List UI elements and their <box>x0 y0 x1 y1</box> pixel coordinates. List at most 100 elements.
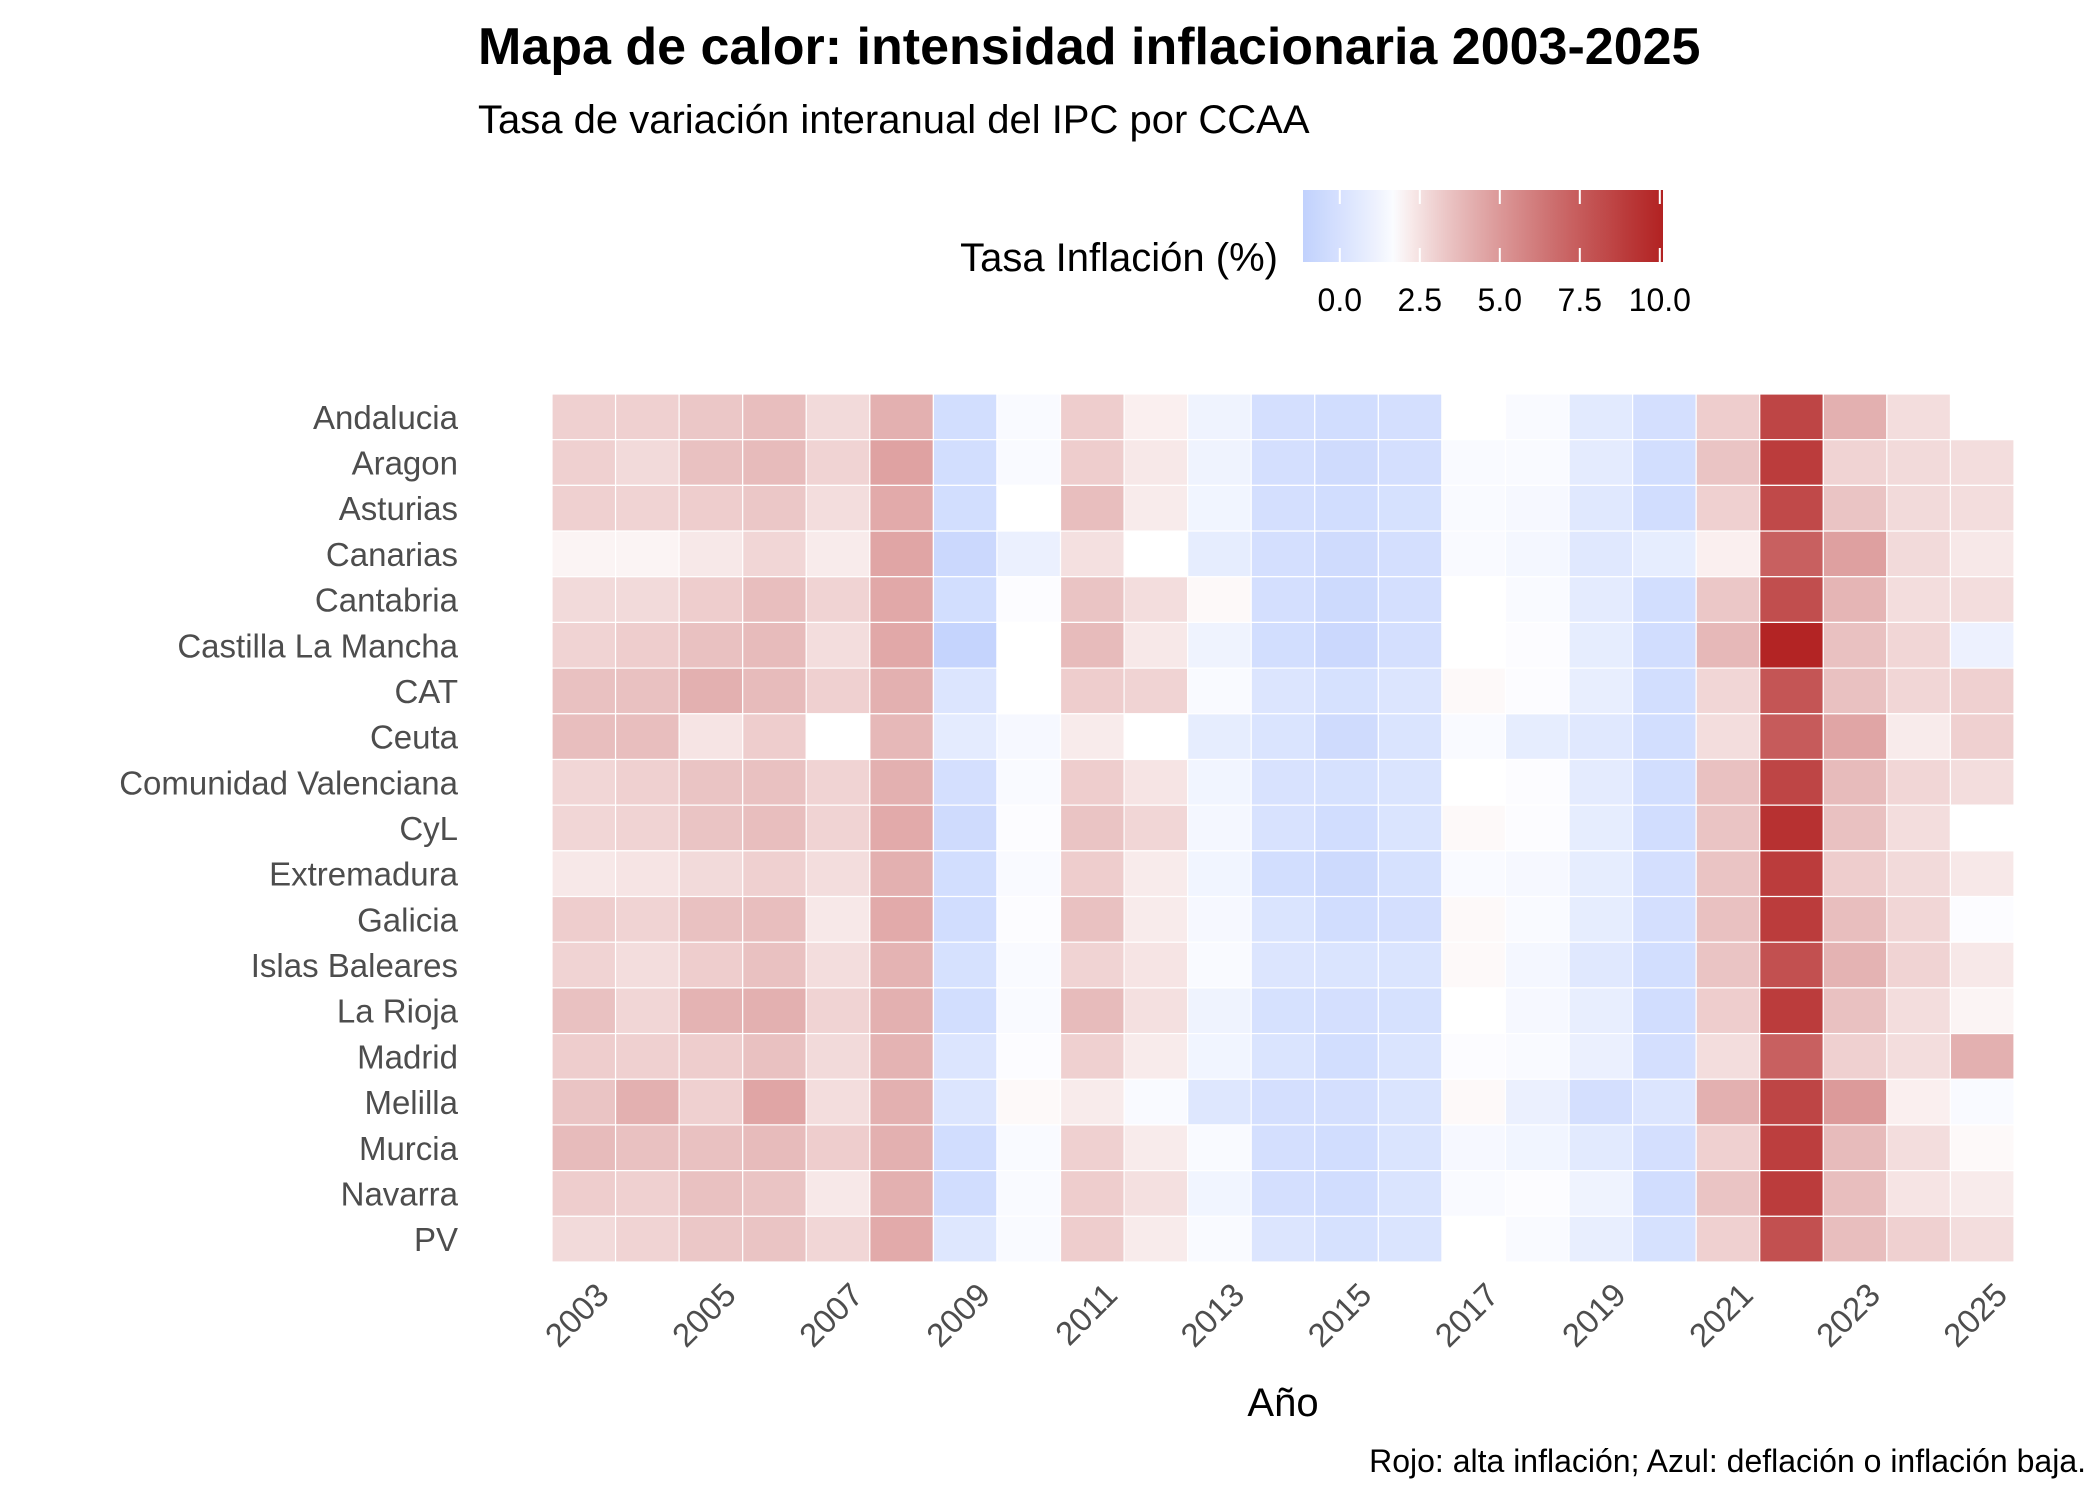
heatmap-tile: PV 2011: 3.1 <box>1059 1215 1125 1263</box>
y-tick-label: Ceuta <box>370 719 459 756</box>
heatmap-tile: Castilla La Mancha 2020: -0.3 <box>1632 621 1697 669</box>
heatmap-tile: Galicia 2008: 4.3 <box>869 895 934 943</box>
heatmap-tile: Aragon 2022: 8.9 <box>1759 439 1824 486</box>
heatmap-tile: Comunidad Valenciana 2020: -0.2 <box>1632 758 1697 806</box>
heatmap-tile: Andalucia 2018: 1.6 <box>1504 393 1570 441</box>
heatmap-tile: Canarias 2011: 2.5 <box>1059 530 1125 578</box>
y-tick-label: Galicia <box>357 901 459 938</box>
heatmap-tile: Cantabria 2011: 3.4 <box>1059 576 1125 624</box>
heatmap-tile: Cantabria 2012: 2.6 <box>1123 576 1189 624</box>
x-tick-label: 2009 <box>919 1276 997 1354</box>
heatmap-tile: Canarias 2023: 4.7 <box>1822 530 1888 578</box>
heatmap-tile: Melilla 2023: 4.9 <box>1822 1078 1888 1126</box>
heatmap-tile: Murcia 2021: 3 <box>1695 1124 1761 1172</box>
heatmap-tile: La Rioja 2024: 2.6 <box>1886 987 1952 1035</box>
heatmap-tile: Melilla 2024: 2.1 <box>1886 1078 1952 1126</box>
heatmap-tile: Canarias 2022: 7.3 <box>1759 530 1824 578</box>
heatmap-tile: CAT 2015: 0 <box>1314 667 1379 715</box>
heatmap-tile: Murcia 2023: 3.7 <box>1822 1124 1888 1172</box>
heatmap-tile: Asturias 2016: 0 <box>1377 484 1443 532</box>
heatmap-tile: Murcia 2010: 1.6 <box>996 1124 1062 1172</box>
heatmap-tile: Murcia 2017: 1.5 <box>1441 1124 1507 1172</box>
heatmap-tile: Murcia 2003: 3.7 <box>551 1124 617 1172</box>
heatmap-tile: Comunidad Valenciana 2011: 3.1 <box>1059 758 1125 806</box>
heatmap-tile: Madrid 2017: 1.7 <box>1441 1032 1507 1080</box>
heatmap-tile: Extremadura 2003: 2.3 <box>551 850 617 898</box>
heatmap-tile: Galicia 2015: -0.3 <box>1314 895 1379 943</box>
heatmap-tile: Ceuta 2014: 0.2 <box>1250 713 1316 761</box>
heatmap-tile: Madrid 2021: 2.6 <box>1695 1032 1761 1080</box>
y-tick-label: PV <box>414 1221 458 1258</box>
heatmap-tile: CAT 2012: 2.9 <box>1123 667 1189 715</box>
heatmap-tile: Melilla 2009: 0.3 <box>932 1078 998 1126</box>
heatmap-tile: Canarias 2020: 0.8 <box>1632 530 1697 578</box>
heatmap-tile: Andalucia 2024: 2.6 <box>1886 393 1952 441</box>
heatmap-tile: Canarias 2013: 0.8 <box>1187 530 1252 578</box>
heatmap-tile: Asturias 2017: 1.6 <box>1441 484 1507 532</box>
heatmap-tile: Canarias 2015: -0.4 <box>1314 530 1379 578</box>
heatmap-tile: Canarias 2007: 2.2 <box>805 530 871 578</box>
legend-title: Tasa Inflación (%) <box>960 236 1278 280</box>
heatmap-tile: PV 2016: 0.2 <box>1377 1215 1443 1263</box>
heatmap-tile: Murcia 2012: 2.2 <box>1123 1124 1189 1172</box>
heatmap-tile: Galicia 2023: 3.6 <box>1822 895 1888 943</box>
heatmap-tile: Comunidad Valenciana 2003: 2.8 <box>551 758 617 806</box>
heatmap-tile: Madrid 2009: 0.3 <box>932 1032 998 1080</box>
heatmap-tile: Comunidad Valenciana 2015: 0 <box>1314 758 1379 806</box>
x-axis-labels: 2003 2005 2007 2009 2011 2013 2015 2017 2019 2021… <box>538 1276 2015 1354</box>
heatmap-tile: Extremadura 2024: 2.7 <box>1886 850 1952 898</box>
heatmap-tile: Navarra 2024: 2.4 <box>1886 1170 1952 1217</box>
heatmap-tile: Castilla La Mancha 2009: -0.9 <box>932 621 998 669</box>
heatmap-tile: PV 2012: 2.2 <box>1123 1215 1189 1263</box>
heatmap-tile: Aragon 2008: 4.6 <box>869 439 934 486</box>
heatmap-tile: Islas Baleares 2022: 8 <box>1759 941 1824 989</box>
heatmap-tile: Galicia 2010: 1.7 <box>996 895 1062 943</box>
heatmap-tile: Ceuta 2008: 3.8 <box>869 713 934 761</box>
heatmap-tile: Ceuta 2013: 0.8 <box>1187 713 1252 761</box>
heatmap-tile: Cantabria 2009: -0.2 <box>932 576 998 624</box>
legend-tick-label: 7.5 <box>1558 282 1602 318</box>
y-tick-label: Andalucia <box>313 399 459 436</box>
heatmap-tile: Cantabria 2003: 2.7 <box>551 576 617 624</box>
x-tick-label: 2021 <box>1682 1276 1760 1354</box>
heatmap-tile: Ceuta 2023: 4.5 <box>1822 713 1888 761</box>
heatmap-tile: Comunidad Valenciana 2010: 1.6 <box>996 758 1062 806</box>
heatmap-tile: Melilla 2004: 4.1 <box>614 1078 680 1126</box>
heatmap-tile: Asturias 2005: 3.1 <box>678 484 744 532</box>
heatmap-tile: CyL 2009: -0.4 <box>932 804 998 852</box>
y-tick-label: Comunidad Valenciana <box>119 764 458 801</box>
heatmap-tile: Castilla La Mancha 2008: 4.4 <box>869 621 934 669</box>
heatmap-tile: CyL 2025: 1.8 <box>1949 804 2015 852</box>
heatmap-tile: Islas Baleares 2007: 2.6 <box>805 941 871 989</box>
heatmap-tile: Canarias 2005: 2.3 <box>678 530 744 578</box>
heatmap-tile: Navarra 2010: 1.6 <box>996 1170 1062 1217</box>
x-tick-label: 2023 <box>1809 1276 1887 1354</box>
heatmap-tile: Aragon 2014: -0.1 <box>1250 439 1316 486</box>
heatmap-tile: Murcia 2007: 3.1 <box>805 1124 871 1172</box>
heatmap-tile: Murcia 2013: 1.6 <box>1187 1124 1252 1172</box>
heatmap-tile: Castilla La Mancha 2010: 1.8 <box>996 621 1062 669</box>
heatmap-tile: Aragon 2017: 1.6 <box>1441 439 1507 486</box>
heatmap-tile: Murcia 2014: -0.1 <box>1250 1124 1316 1172</box>
heatmap-tile: Galicia 2017: 1.9 <box>1441 895 1507 943</box>
heatmap-tile: Madrid 2015: -0.2 <box>1314 1032 1379 1080</box>
heatmap-tile: Navarra 2003: 3.1 <box>551 1170 617 1217</box>
heatmap-tile: PV 2010: 1.6 <box>996 1215 1062 1263</box>
heatmap-tile: Islas Baleares 2020: -0.2 <box>1632 941 1697 989</box>
heatmap-tile: Castilla La Mancha 2016: -0.1 <box>1377 621 1443 669</box>
heatmap-tile: Navarra 2004: 3 <box>614 1170 680 1217</box>
heatmap-tile: Navarra 2012: 2.5 <box>1123 1170 1189 1217</box>
heatmap-tile: CAT 2016: 0.3 <box>1377 667 1443 715</box>
y-tick-label: CyL <box>399 810 458 847</box>
heatmap-tile: La Rioja 2019: 0.9 <box>1568 987 1634 1035</box>
heatmap-tile: Castilla La Mancha 2021: 3.8 <box>1695 621 1761 669</box>
heatmap-tile: PV 2014: 0.3 <box>1250 1215 1316 1263</box>
heatmap-tile: Asturias 2015: -0.3 <box>1314 484 1379 532</box>
heatmap-tile: Canarias 2014: -0.1 <box>1250 530 1316 578</box>
heatmap-tile: Canarias 2025: 2.3 <box>1949 530 2015 578</box>
heatmap-tile: Canarias 2016: -0.1 <box>1377 530 1443 578</box>
heatmap-tile: La Rioja 2025: 2 <box>1949 987 2015 1035</box>
heatmap-tile: Melilla 2013: 0.4 <box>1187 1078 1252 1126</box>
heatmap-tile: CAT 2020: -0.2 <box>1632 667 1697 715</box>
heatmap-tile: PV 2015: 0 <box>1314 1215 1379 1263</box>
